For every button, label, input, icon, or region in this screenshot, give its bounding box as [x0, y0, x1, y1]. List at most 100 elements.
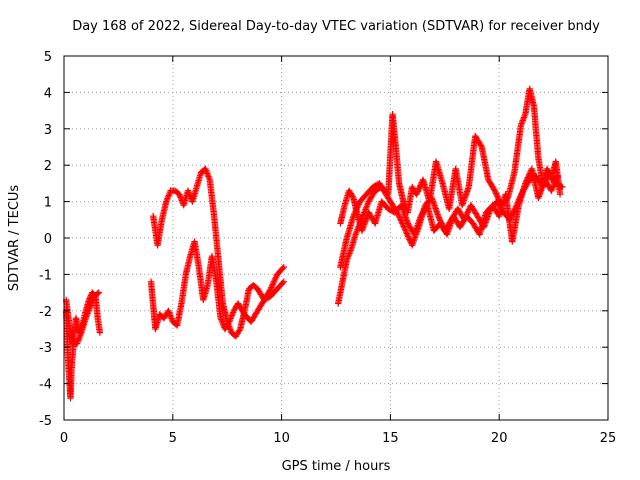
data-point [540, 180, 548, 188]
data-point [548, 186, 556, 193]
data-point [95, 289, 102, 296]
data-point [507, 215, 514, 222]
data-point [548, 187, 555, 194]
data-point [76, 334, 83, 341]
data-points [63, 85, 566, 402]
grid [64, 56, 608, 420]
data-point [280, 263, 287, 271]
data-point [559, 183, 566, 191]
data-point [464, 186, 471, 194]
data-point [349, 193, 356, 200]
data-point [492, 188, 499, 196]
data-point [461, 215, 469, 222]
data-point [493, 191, 500, 199]
data-point [354, 204, 361, 211]
data-point [510, 209, 517, 216]
data-point [515, 197, 522, 205]
data-point [477, 142, 485, 149]
data-point [351, 210, 358, 217]
y-tick-label: -3 [39, 341, 52, 356]
series-trace-e [335, 85, 564, 307]
x-tick-label: 20 [491, 431, 508, 446]
data-point [350, 213, 357, 220]
data-point [543, 175, 550, 182]
y-tick-label: 2 [44, 159, 52, 174]
data-point [94, 290, 101, 297]
data-point [415, 185, 423, 192]
data-point [490, 186, 498, 193]
series-trace-d [147, 238, 287, 333]
data-point [267, 285, 274, 293]
data-point [236, 327, 243, 334]
data-point [438, 220, 445, 227]
y-tick-label: 3 [44, 123, 52, 138]
data-point [554, 172, 562, 180]
data-point [272, 274, 280, 281]
x-tick-label: 10 [273, 431, 290, 446]
data-point [164, 193, 172, 201]
data-point [514, 200, 521, 207]
series-trace-c [150, 165, 287, 340]
data-point [355, 201, 362, 208]
data-point [279, 279, 286, 287]
series-trace-g [337, 169, 566, 271]
data-point [520, 115, 527, 123]
data-point [463, 212, 470, 219]
y-tick-label: -4 [39, 378, 52, 393]
data-point [270, 279, 277, 287]
data-point [399, 221, 407, 229]
data-point [401, 224, 408, 231]
y-tick-label: 1 [44, 196, 52, 211]
data-point [512, 205, 519, 212]
data-point [184, 187, 192, 194]
data-point [352, 207, 360, 214]
data-point [395, 211, 402, 218]
data-point [403, 230, 411, 237]
data-point [516, 196, 523, 203]
data-point [279, 265, 286, 272]
data-point [280, 278, 287, 285]
y-tick-label: -1 [39, 268, 52, 283]
axis-tick-labels: 0 5 10 15 20 25 -5 -4 -3 -2 -1 0 1 2 3 4 5 [39, 50, 616, 446]
data-point [397, 215, 404, 223]
data-point [539, 183, 546, 191]
data-point [398, 218, 405, 226]
y-tick-label: -5 [39, 414, 52, 429]
data-point [176, 192, 184, 200]
y-axis-label: SDTVAR / TECUs [7, 185, 22, 292]
data-point [517, 193, 524, 200]
data-point [271, 277, 278, 284]
data-point [464, 209, 471, 216]
data-point [513, 202, 520, 209]
data-point [266, 287, 274, 294]
data-point [511, 206, 518, 213]
x-tick-label: 0 [60, 431, 68, 446]
chart-title: Day 168 of 2022, Sidereal Day-to-day VTE… [72, 19, 600, 34]
y-tick-label: 0 [44, 232, 52, 247]
data-point [405, 233, 412, 240]
data-point [508, 212, 516, 219]
data-point [414, 188, 421, 195]
data-point [549, 184, 556, 191]
data-point [268, 282, 276, 290]
data-point [437, 217, 444, 224]
data-point [556, 191, 564, 198]
x-tick-label: 25 [600, 431, 617, 446]
data-point [491, 187, 498, 194]
x-axis-label: GPS time / hours [282, 459, 391, 474]
y-tick-label: 4 [44, 86, 52, 101]
data-point [85, 308, 92, 315]
data-point [542, 178, 549, 185]
y-tick-label: -2 [39, 305, 52, 320]
x-tick-label: 15 [382, 431, 399, 446]
data-point [225, 320, 232, 327]
axis-ticks [63, 55, 609, 421]
data-point [518, 190, 525, 197]
data-point [435, 214, 443, 221]
series-trace-f [337, 165, 562, 245]
data-point [219, 319, 226, 326]
data-point [228, 313, 235, 321]
data-point [96, 329, 104, 336]
data-point [395, 213, 403, 220]
